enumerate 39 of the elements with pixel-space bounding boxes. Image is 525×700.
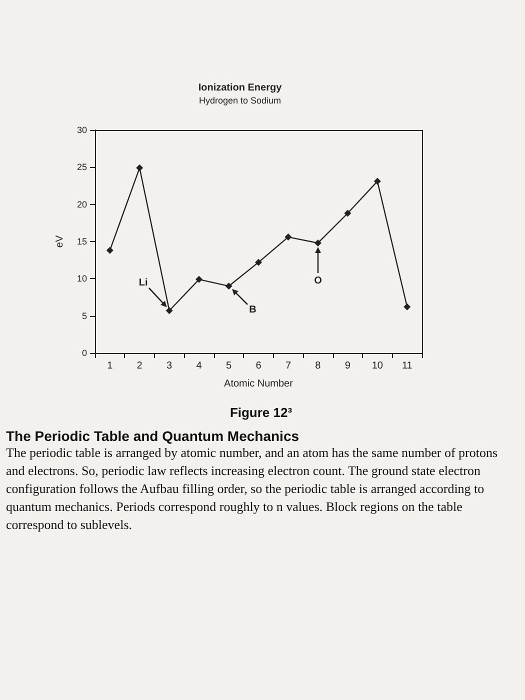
chart-title: Ionization Energy xyxy=(198,82,282,94)
x-tick-label: 11 xyxy=(402,360,413,372)
text: The periodic table is arranged by atomic number, and an atom has the same number of protons and electrons. So, periodic law reflects increasing electron count. The ground state electron configuration follows the Aufbau filling order, so the periodic table is arranged according to quantum mechanics. Periods correspond roughly to n values. Block regions on the table correspond to sublevels. xyxy=(6,444,499,534)
x-tick-label: 5 xyxy=(226,360,232,372)
y-tick-label: 10 xyxy=(76,274,87,284)
x-tick-label: 9 xyxy=(344,360,351,372)
text: The Periodic Table and Quantum Mechanics xyxy=(6,428,300,444)
caption: Figure 12³ xyxy=(228,405,294,420)
x-tick-label: 8 xyxy=(315,360,322,372)
point xyxy=(284,234,292,241)
point xyxy=(255,258,262,266)
annotation: O xyxy=(314,275,322,286)
x-tick-label: 7 xyxy=(285,360,292,372)
x-tick-label: 6 xyxy=(256,360,262,372)
point xyxy=(225,282,232,290)
y-tick-label: 30 xyxy=(76,125,87,135)
point xyxy=(404,303,411,310)
x-tick-label: 4 xyxy=(196,360,202,372)
y-tick-label: 15 xyxy=(76,236,87,246)
x-tick-label: 3 xyxy=(166,360,173,372)
y-tick-label: 0 xyxy=(82,348,87,358)
point xyxy=(314,239,322,246)
point xyxy=(196,276,203,283)
x-tick-label: 2 xyxy=(136,360,143,372)
x-tick-label: 10 xyxy=(372,360,384,372)
annotation: B xyxy=(249,304,256,316)
y-tick-label: 20 xyxy=(76,199,87,210)
x-axis-title: Atomic Number xyxy=(224,378,294,390)
point xyxy=(374,178,381,185)
y-tick-label: 25 xyxy=(76,162,87,172)
point xyxy=(136,164,144,172)
point xyxy=(106,246,114,254)
y-axis-title: eV xyxy=(54,235,66,248)
annotation: Li xyxy=(138,277,148,288)
y-tick-label: 5 xyxy=(82,310,87,321)
point xyxy=(166,307,173,314)
chart-subtitle: Hydrogen to Sodium xyxy=(198,96,282,106)
x-tick-label: 1 xyxy=(107,360,114,372)
point xyxy=(344,210,352,217)
